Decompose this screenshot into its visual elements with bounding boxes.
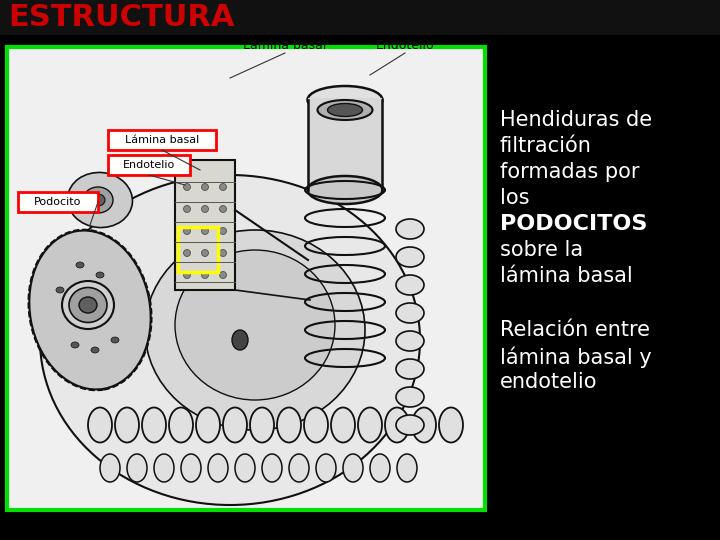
Ellipse shape — [175, 250, 335, 400]
Bar — [108, 130, 216, 150]
Ellipse shape — [154, 454, 174, 482]
Ellipse shape — [111, 337, 119, 343]
Text: Podocito: Podocito — [35, 197, 81, 207]
Ellipse shape — [304, 408, 328, 442]
Circle shape — [184, 184, 191, 191]
Ellipse shape — [397, 454, 417, 482]
Ellipse shape — [318, 100, 372, 120]
Text: ESTRUCTURA: ESTRUCTURA — [8, 3, 235, 32]
Ellipse shape — [115, 408, 139, 442]
Ellipse shape — [96, 272, 104, 278]
Ellipse shape — [88, 408, 112, 442]
Ellipse shape — [169, 408, 193, 442]
Ellipse shape — [127, 454, 147, 482]
Ellipse shape — [289, 454, 309, 482]
Ellipse shape — [396, 331, 424, 351]
Text: lámina basal y: lámina basal y — [500, 346, 652, 368]
Bar — [175, 160, 235, 290]
Ellipse shape — [56, 287, 64, 293]
Text: filtración: filtración — [500, 136, 592, 156]
Ellipse shape — [439, 408, 463, 442]
Ellipse shape — [30, 231, 150, 389]
Ellipse shape — [343, 454, 363, 482]
Ellipse shape — [208, 454, 228, 482]
Ellipse shape — [277, 408, 301, 442]
Text: PODOCITOS: PODOCITOS — [500, 214, 647, 234]
Circle shape — [220, 272, 227, 279]
Circle shape — [202, 206, 209, 213]
Ellipse shape — [328, 104, 362, 117]
Text: endotelio: endotelio — [500, 372, 598, 392]
Circle shape — [184, 272, 191, 279]
Ellipse shape — [307, 86, 382, 114]
Ellipse shape — [76, 262, 84, 268]
Ellipse shape — [316, 454, 336, 482]
Circle shape — [184, 249, 191, 256]
Ellipse shape — [385, 408, 409, 442]
Text: Endotelio: Endotelio — [123, 160, 175, 170]
Text: Lámina basal: Lámina basal — [243, 39, 327, 52]
Text: Lámina basal: Lámina basal — [125, 135, 199, 145]
Ellipse shape — [68, 172, 132, 227]
Bar — [108, 155, 190, 175]
Ellipse shape — [145, 230, 365, 430]
Bar — [7, 47, 485, 510]
Text: los: los — [500, 188, 529, 208]
Bar — [0, 0, 720, 35]
Text: sobre la: sobre la — [500, 240, 583, 260]
Ellipse shape — [79, 297, 97, 313]
Circle shape — [220, 206, 227, 213]
Circle shape — [202, 272, 209, 279]
Ellipse shape — [40, 175, 420, 505]
Ellipse shape — [331, 408, 355, 442]
Ellipse shape — [262, 454, 282, 482]
Text: lámina basal: lámina basal — [500, 266, 633, 286]
Bar — [18, 192, 98, 212]
Circle shape — [202, 249, 209, 256]
Ellipse shape — [396, 219, 424, 239]
Circle shape — [202, 227, 209, 234]
Ellipse shape — [412, 408, 436, 442]
Bar — [178, 227, 218, 272]
Circle shape — [184, 206, 191, 213]
Ellipse shape — [250, 408, 274, 442]
Ellipse shape — [396, 275, 424, 295]
Ellipse shape — [396, 303, 424, 323]
Bar — [308, 98, 382, 190]
Circle shape — [220, 227, 227, 234]
Text: formadas por: formadas por — [500, 162, 639, 182]
Ellipse shape — [396, 359, 424, 379]
Circle shape — [220, 249, 227, 256]
Text: Endotelio: Endotelio — [376, 39, 434, 52]
Ellipse shape — [232, 330, 248, 350]
Circle shape — [184, 227, 191, 234]
Ellipse shape — [370, 454, 390, 482]
Circle shape — [202, 184, 209, 191]
Text: Relación entre: Relación entre — [500, 320, 650, 340]
Ellipse shape — [91, 347, 99, 353]
Ellipse shape — [396, 247, 424, 267]
Circle shape — [220, 184, 227, 191]
Ellipse shape — [83, 187, 113, 213]
Ellipse shape — [196, 408, 220, 442]
Ellipse shape — [235, 454, 255, 482]
Ellipse shape — [396, 387, 424, 407]
Ellipse shape — [358, 408, 382, 442]
Text: Hendiduras de: Hendiduras de — [500, 110, 652, 130]
Ellipse shape — [100, 454, 120, 482]
Ellipse shape — [307, 176, 382, 204]
Ellipse shape — [71, 342, 79, 348]
Ellipse shape — [223, 408, 247, 442]
Ellipse shape — [62, 281, 114, 329]
Ellipse shape — [91, 194, 105, 206]
Ellipse shape — [181, 454, 201, 482]
Ellipse shape — [142, 408, 166, 442]
Ellipse shape — [396, 415, 424, 435]
Ellipse shape — [69, 287, 107, 322]
